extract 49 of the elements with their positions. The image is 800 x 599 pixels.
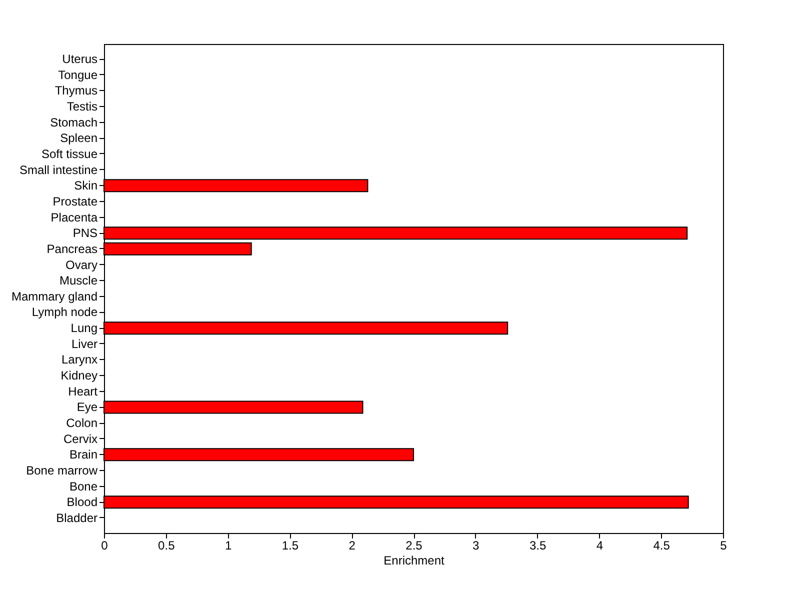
x-tick-label: 4 <box>596 538 604 552</box>
y-tick-label: Pancreas <box>46 242 98 256</box>
y-tick-label: Lung <box>70 321 98 336</box>
y-tick-label: Mammary gland <box>11 289 98 304</box>
x-axis-title: Enrichment <box>384 554 446 568</box>
y-tick-label: Skin <box>74 178 98 193</box>
x-tick-label: 2 <box>348 538 356 552</box>
x-tick-label: 0 <box>101 538 108 552</box>
y-tick-label: Brain <box>69 448 98 462</box>
y-tick-label: Prostate <box>52 194 98 208</box>
x-tick-label: 4.5 <box>653 538 670 552</box>
y-tick-label: Bladder <box>56 510 98 525</box>
bar <box>104 226 688 240</box>
y-tick-label: Small intestine <box>19 162 98 177</box>
y-tick-label: Larynx <box>61 352 98 367</box>
bar <box>104 496 689 509</box>
y-tick-label: Ovary <box>65 258 98 272</box>
y-tick-label: Blood <box>66 495 98 510</box>
bar <box>104 400 364 414</box>
y-tick-label: PNS <box>72 226 98 240</box>
y-tick-label: Liver <box>71 336 98 351</box>
x-tick-label: 3.5 <box>529 538 546 552</box>
bar <box>104 322 508 335</box>
y-tick-label: Stomach <box>50 115 98 130</box>
x-tick-label: 2.5 <box>406 538 423 552</box>
y-tick-label: Testis <box>66 100 98 114</box>
y-tick-label: Thymus <box>54 84 98 98</box>
x-tick-label: 5 <box>720 538 728 552</box>
bar <box>104 242 252 256</box>
x-tick-label: 1 <box>224 538 232 552</box>
y-tick-label: Spleen <box>60 131 98 146</box>
y-tick-label: Bone marrow <box>26 463 98 478</box>
y-tick-label: Bone <box>69 479 98 494</box>
x-tick-label: 0.5 <box>158 538 176 552</box>
y-tick-label: Heart <box>68 384 98 398</box>
y-tick-label: Kidney <box>60 368 98 383</box>
y-tick-label: Muscle <box>59 274 98 288</box>
x-tick-label: 1.5 <box>282 538 299 552</box>
bar <box>104 448 414 462</box>
y-tick-label: Colon <box>66 416 98 430</box>
y-tick-label: Eye <box>76 400 98 414</box>
y-tick-label: Uterus <box>62 52 98 66</box>
bar <box>104 179 368 192</box>
y-tick-label: Cervix <box>63 432 98 446</box>
y-tick-label: Lymph node <box>32 305 98 320</box>
y-tick-label: Soft tissue <box>41 146 98 161</box>
x-tick-label: 3 <box>472 538 480 552</box>
y-tick-label: Tongue <box>58 68 98 82</box>
y-tick-label: Placenta <box>50 210 98 224</box>
